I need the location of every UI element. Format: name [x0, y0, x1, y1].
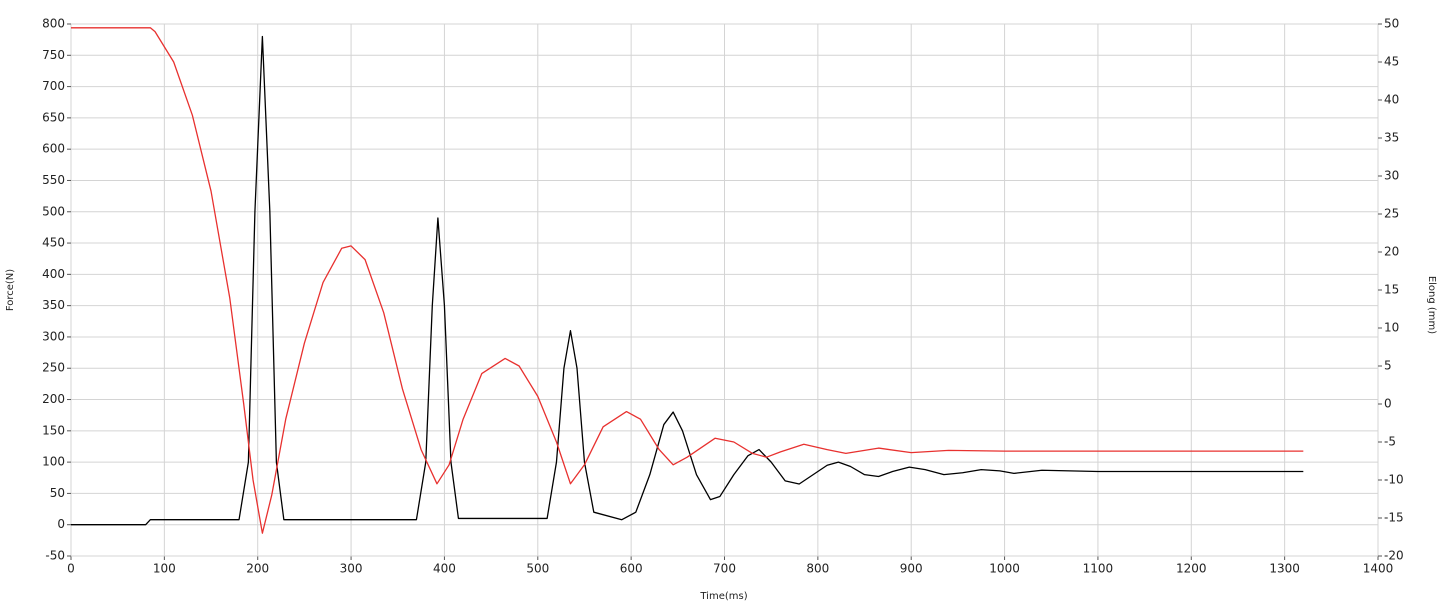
y2-tick-label: 20 [1384, 245, 1399, 259]
y2-tick-label: -10 [1384, 473, 1404, 487]
x-tick-label: 700 [713, 562, 736, 576]
x-tick-label: 400 [433, 562, 456, 576]
data-line [71, 27, 1304, 534]
x-tick-label: 1000 [989, 562, 1020, 576]
x-tick-label: 0 [67, 562, 75, 576]
y2-tick-label: 15 [1384, 283, 1399, 297]
y-tick-label: 250 [42, 361, 65, 375]
x-tick-label: 1300 [1269, 562, 1300, 576]
x-tick-label: 800 [806, 562, 829, 576]
y-tick-label: 50 [50, 486, 65, 500]
y2-tick-label: -15 [1384, 511, 1404, 525]
y-tick-label: 100 [42, 455, 65, 469]
y-tick-label: 650 [42, 110, 65, 124]
y2-tick-label: 5 [1384, 359, 1392, 373]
y-tick-label: 550 [42, 173, 65, 187]
y-tick-label: 200 [42, 392, 65, 406]
x-tick-label: 300 [340, 562, 363, 576]
y-tick-label: 300 [42, 329, 65, 343]
y2-tick-label: 0 [1384, 397, 1392, 411]
y-tick-label: 400 [42, 267, 65, 281]
y2-tick-label: 30 [1384, 169, 1399, 183]
y2-tick-label: 10 [1384, 321, 1399, 335]
x-tick-label: 500 [526, 562, 549, 576]
y2-axis-title: Elong (mm) [1426, 276, 1437, 334]
x-tick-label: 600 [620, 562, 643, 576]
y-tick-label: 0 [57, 517, 65, 531]
y2-tick-label: 40 [1384, 93, 1399, 107]
y-tick-label: 450 [42, 236, 65, 250]
data-line [71, 35, 1304, 526]
y2-tick-label: 35 [1384, 131, 1399, 145]
y2-tick-label: -20 [1384, 549, 1404, 563]
y-tick-label: 800 [42, 17, 65, 31]
y-axis-title: Force(N) [5, 269, 16, 311]
y-tick-label: 150 [42, 423, 65, 437]
y2-tick-label: 50 [1384, 17, 1399, 31]
y2-tick-label: -5 [1384, 435, 1396, 449]
x-tick-label: 100 [153, 562, 176, 576]
y-tick-label: 600 [42, 142, 65, 156]
x-tick-label: 1200 [1176, 562, 1207, 576]
y-tick-label: 700 [42, 79, 65, 93]
y2-tick-label: 25 [1384, 207, 1399, 221]
x-tick-label: 1400 [1363, 562, 1394, 576]
y-tick-label: 350 [42, 298, 65, 312]
y-tick-label: 500 [42, 204, 65, 218]
x-tick-label: 900 [900, 562, 923, 576]
y2-tick-label: 45 [1384, 55, 1399, 69]
y-tick-label: 750 [42, 48, 65, 62]
y-tick-label: -50 [45, 549, 65, 563]
x-axis-title: Time(ms) [699, 591, 747, 602]
x-tick-label: 1100 [1083, 562, 1114, 576]
x-tick-label: 200 [246, 562, 269, 576]
